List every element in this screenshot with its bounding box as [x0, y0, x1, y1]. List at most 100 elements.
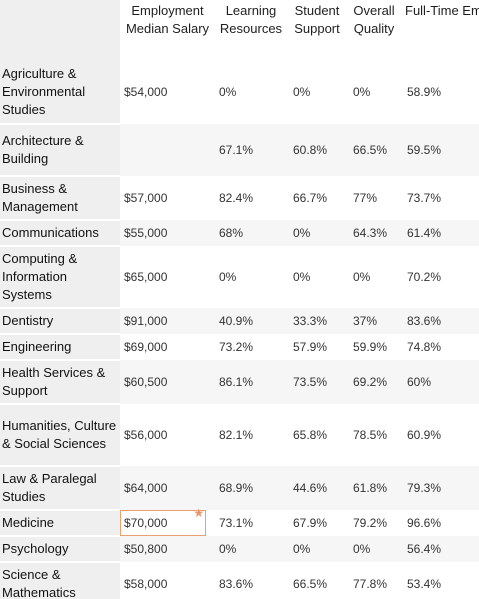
- learning-resources-cell[interactable]: 40.9%: [215, 308, 287, 334]
- overall-quality-cell[interactable]: 77.8%: [353, 577, 388, 591]
- full-time-employment-cell[interactable]: 74.8%: [407, 340, 442, 354]
- table-row: Business & Management $57,000 82.4% 66.7% 77…: [0, 176, 479, 221]
- student-support-cell[interactable]: 0%: [293, 85, 311, 99]
- study-area-cell[interactable]: Psychology: [0, 536, 120, 563]
- study-area-cell[interactable]: Science & Mathematics: [0, 562, 120, 599]
- study-area-cell[interactable]: Architecture & Building: [0, 124, 120, 177]
- overall-quality-cell[interactable]: 79.2%: [353, 516, 388, 530]
- header-student-support[interactable]: Student Support: [287, 0, 347, 60]
- salary-cell[interactable]: [120, 124, 215, 176]
- salary-cell[interactable]: $57,000: [124, 191, 168, 205]
- overall-quality-cell[interactable]: 61.8%: [347, 466, 401, 510]
- header-overall-quality[interactable]: Overall Quality: [347, 0, 401, 60]
- table-row: Health Services & Support $60,500 86.1% 73.…: [0, 360, 479, 405]
- overall-quality-cell[interactable]: 77%: [353, 191, 378, 205]
- header-learning-resources[interactable]: Learning Resources: [215, 0, 287, 60]
- header-full-time-employment[interactable]: Full-Time Employment: [401, 0, 479, 60]
- full-time-employment-cell[interactable]: 60%: [401, 360, 479, 404]
- study-area-cell[interactable]: Business & Management: [0, 176, 120, 221]
- student-support-cell[interactable]: 0%: [293, 270, 311, 284]
- student-support-cell[interactable]: 33.3%: [287, 308, 347, 334]
- student-support-cell[interactable]: 73.5%: [287, 360, 347, 404]
- student-support-cell[interactable]: 0%: [287, 536, 347, 562]
- learning-resources-cell[interactable]: 82.4%: [219, 191, 254, 205]
- salary-cell[interactable]: $70,000 ★: [120, 506, 215, 536]
- study-area-cell[interactable]: Engineering: [0, 334, 120, 361]
- student-support-cell[interactable]: 60.8%: [287, 124, 347, 176]
- full-time-employment-cell[interactable]: 56.4%: [401, 536, 479, 562]
- header-employment-median-salary[interactable]: Employment Median Salary: [120, 0, 215, 60]
- selected-cell-highlight[interactable]: $70,000 ★: [120, 506, 207, 536]
- full-time-employment-cell[interactable]: 59.5%: [401, 124, 479, 176]
- table-row: Computing & Information Systems $65,000 0%…: [0, 246, 479, 309]
- student-support-cell[interactable]: 66.7%: [293, 191, 328, 205]
- overall-quality-cell[interactable]: 0%: [353, 85, 371, 99]
- salary-cell[interactable]: $91,000: [120, 308, 215, 334]
- student-support-cell[interactable]: 65.8%: [293, 428, 328, 442]
- learning-resources-cell[interactable]: 73.2%: [219, 340, 254, 354]
- learning-resources-cell[interactable]: 86.1%: [215, 360, 287, 404]
- student-support-cell[interactable]: 67.9%: [293, 516, 328, 530]
- salary-cell[interactable]: $50,800: [120, 536, 215, 562]
- learning-resources-cell[interactable]: 82.1%: [219, 428, 254, 442]
- salary-cell[interactable]: $55,000: [120, 220, 215, 246]
- learning-resources-cell[interactable]: 68.9%: [215, 466, 287, 510]
- salary-cell[interactable]: $58,000: [124, 577, 168, 591]
- study-area-cell[interactable]: Agriculture & Environmental Studies: [0, 60, 120, 125]
- table-row: Agriculture & Environmental Studies $54,0…: [0, 60, 479, 125]
- learning-resources-cell[interactable]: 0%: [219, 270, 237, 284]
- star-icon[interactable]: ★: [193, 506, 205, 520]
- study-area-cell[interactable]: Law & Paralegal Studies: [0, 466, 120, 511]
- selected-cell-value: $70,000: [124, 516, 168, 530]
- study-area-cell[interactable]: Dentistry: [0, 308, 120, 335]
- full-time-employment-cell[interactable]: 60.9%: [407, 428, 442, 442]
- full-time-employment-cell[interactable]: 58.9%: [407, 85, 442, 99]
- full-time-employment-cell[interactable]: 96.6%: [407, 516, 442, 530]
- overall-quality-cell[interactable]: 59.9%: [353, 340, 388, 354]
- overall-quality-cell[interactable]: 69.2%: [347, 360, 401, 404]
- learning-resources-cell[interactable]: 68%: [215, 220, 287, 246]
- salary-cell[interactable]: $69,000: [124, 340, 168, 354]
- table-row: Psychology $50,800 0% 0% 0% 56.4%: [0, 536, 479, 563]
- full-time-employment-cell[interactable]: 53.4%: [407, 577, 442, 591]
- table-row: Science & Mathematics $58,000 83.6% 66.5% 77…: [0, 562, 479, 599]
- study-area-cell[interactable]: Medicine: [0, 510, 120, 537]
- overall-quality-cell[interactable]: 64.3%: [347, 220, 401, 246]
- table-row: Medicine $70,000 ★ 73.1% 67.9% 79.2% 96.6%: [0, 506, 479, 537]
- table-row: Communications $55,000 68% 0% 64.3% 61.4%: [0, 220, 479, 247]
- salary-cell[interactable]: $56,000: [124, 428, 168, 442]
- learning-resources-cell[interactable]: 67.1%: [215, 124, 287, 176]
- student-support-cell[interactable]: 57.9%: [293, 340, 328, 354]
- salary-cell[interactable]: $65,000: [124, 270, 168, 284]
- study-area-cell[interactable]: Computing & Information Systems: [0, 246, 120, 309]
- full-time-employment-cell[interactable]: 79.3%: [401, 466, 479, 510]
- student-support-cell[interactable]: 44.6%: [287, 466, 347, 510]
- study-area-cell[interactable]: Health Services & Support: [0, 360, 120, 405]
- salary-cell[interactable]: $54,000: [124, 85, 168, 99]
- overall-quality-cell[interactable]: 66.5%: [347, 124, 401, 176]
- learning-resources-cell[interactable]: 73.1%: [219, 516, 254, 530]
- study-area-cell[interactable]: Humanities, Culture & Social Sciences: [0, 404, 120, 467]
- learning-resources-cell[interactable]: 0%: [215, 536, 287, 562]
- full-time-employment-cell[interactable]: 61.4%: [401, 220, 479, 246]
- full-time-employment-cell[interactable]: 70.2%: [407, 270, 442, 284]
- overall-quality-cell[interactable]: 78.5%: [353, 428, 388, 442]
- overall-quality-cell[interactable]: 0%: [347, 536, 401, 562]
- student-support-cell[interactable]: 66.5%: [293, 577, 328, 591]
- table-row: Humanities, Culture & Social Sciences $56…: [0, 404, 479, 467]
- full-time-employment-cell[interactable]: 83.6%: [401, 308, 479, 334]
- full-time-employment-cell[interactable]: 73.7%: [407, 191, 442, 205]
- student-support-cell[interactable]: 0%: [287, 220, 347, 246]
- table-row: Dentistry $91,000 40.9% 33.3% 37% 83.6%: [0, 308, 479, 335]
- table-row: Engineering $69,000 73.2% 57.9% 59.9% 74.8%: [0, 334, 479, 361]
- table-row: Law & Paralegal Studies $64,000 68.9% 44.6%…: [0, 466, 479, 511]
- overall-quality-cell[interactable]: 37%: [347, 308, 401, 334]
- overall-quality-cell[interactable]: 0%: [353, 270, 371, 284]
- table-row: Architecture & Building 67.1% 60.8% 66.5% 59…: [0, 124, 479, 177]
- study-area-cell[interactable]: Communications: [0, 220, 120, 247]
- salary-cell[interactable]: $60,500: [120, 360, 215, 404]
- learning-resources-cell[interactable]: 83.6%: [219, 577, 254, 591]
- salary-cell[interactable]: $64,000: [120, 466, 215, 510]
- learning-resources-cell[interactable]: 0%: [219, 85, 237, 99]
